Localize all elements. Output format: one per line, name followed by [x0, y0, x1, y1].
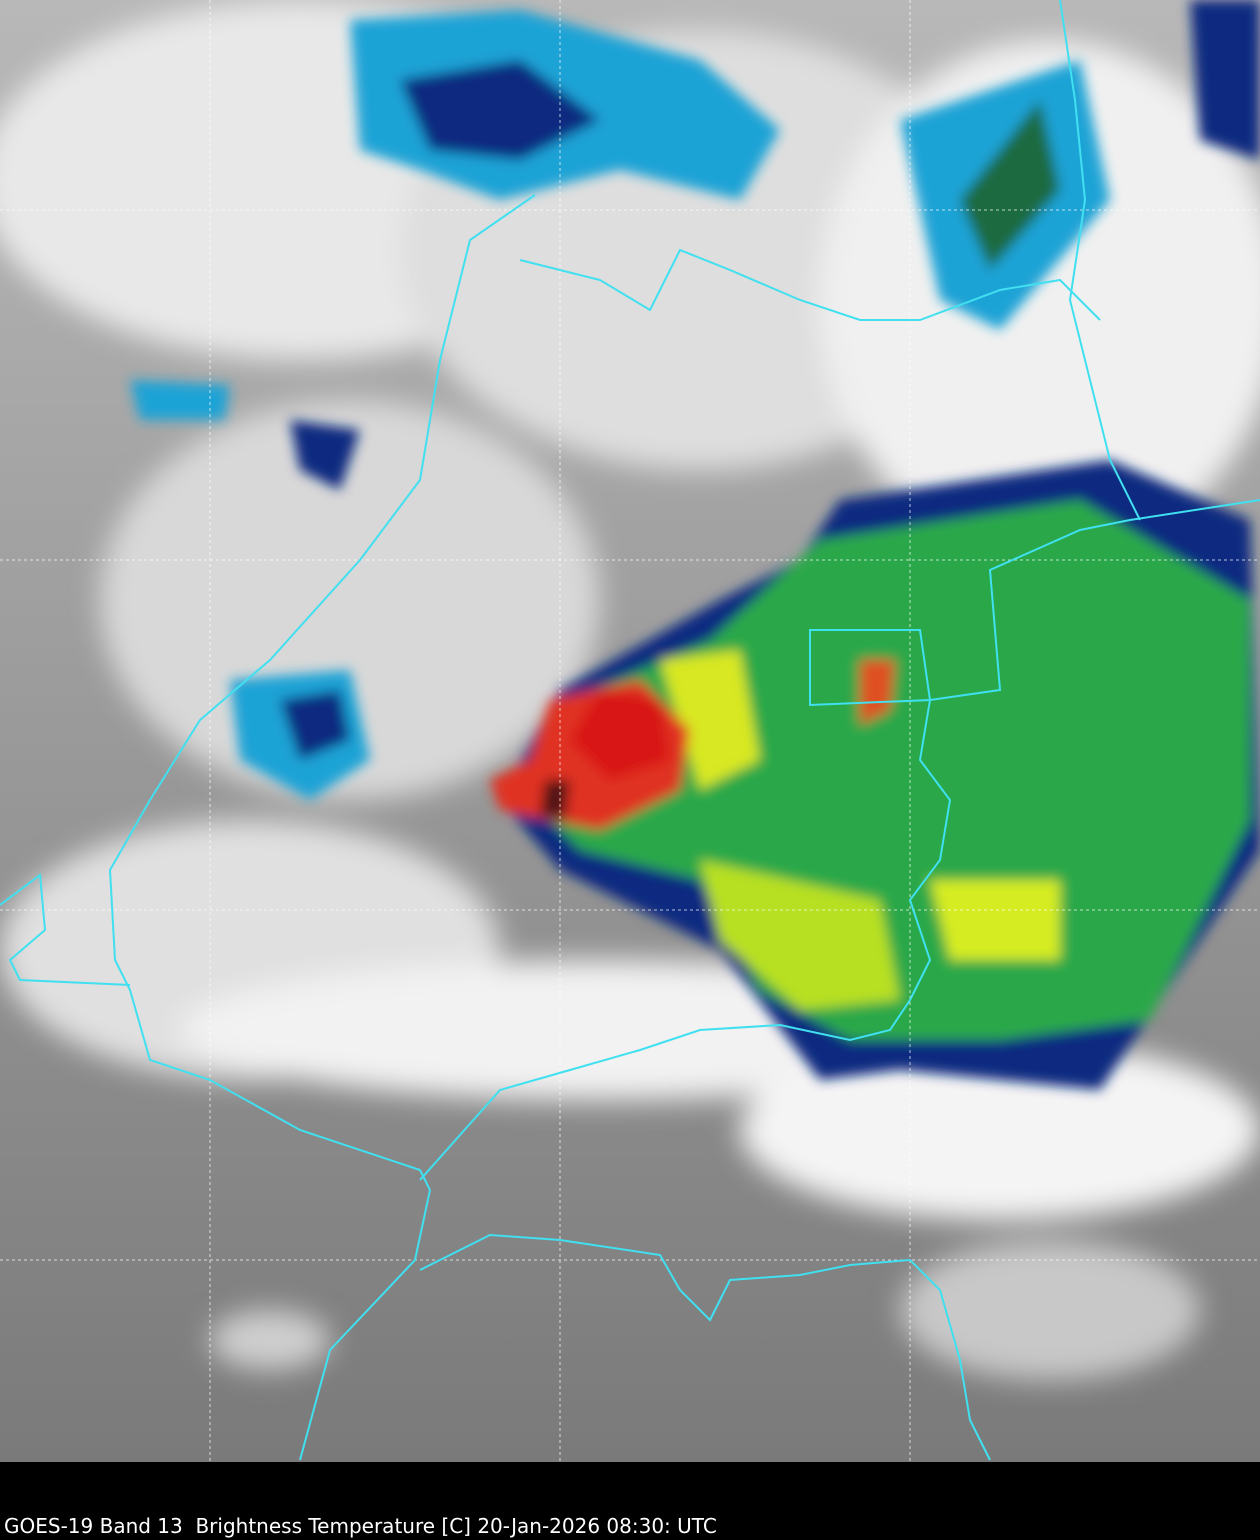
satellite-image — [0, 0, 1260, 1462]
cloud-top — [860, 660, 895, 725]
cloud-top — [700, 860, 900, 1010]
cloud-top — [540, 780, 570, 820]
border — [0, 873, 131, 986]
border — [809, 629, 932, 707]
cloud — [900, 1240, 1200, 1380]
cloud-top — [960, 100, 1060, 270]
borders — [0, 0, 1260, 1461]
cloud-top — [130, 380, 230, 420]
cold-tops — [130, 0, 1260, 1090]
cloud-top — [1190, 0, 1260, 160]
cloud-top — [660, 650, 760, 790]
cloud-top — [290, 420, 360, 490]
border — [519, 248, 1101, 321]
cloud — [210, 1310, 330, 1370]
cloud-top — [930, 880, 1060, 960]
cloud-top — [280, 690, 350, 760]
caption: GOES-19 Band 13 Brightness Temperature [… — [4, 1514, 717, 1538]
border — [108, 194, 536, 1461]
cloud — [740, 1040, 1260, 1220]
cloud-top — [400, 60, 600, 160]
border — [419, 1233, 991, 1461]
border — [419, 499, 1260, 1181]
cloud — [100, 400, 600, 800]
border — [1059, 0, 1141, 521]
cloud-top — [570, 690, 670, 780]
cloud-top — [520, 500, 1250, 1040]
graticule — [0, 0, 1260, 1462]
